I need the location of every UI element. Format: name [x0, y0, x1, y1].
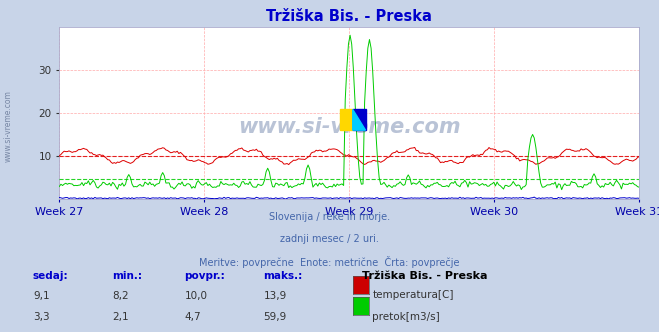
Text: 13,9: 13,9: [264, 290, 287, 300]
Text: Meritve: povprečne  Enote: metrične  Črta: povprečje: Meritve: povprečne Enote: metrične Črta:…: [199, 256, 460, 268]
Text: 4,7: 4,7: [185, 312, 201, 322]
Text: 9,1: 9,1: [33, 290, 49, 300]
Text: zadnji mesec / 2 uri.: zadnji mesec / 2 uri.: [280, 234, 379, 244]
Text: sedaj:: sedaj:: [33, 271, 69, 281]
Text: maks.:: maks.:: [264, 271, 303, 281]
Text: povpr.:: povpr.:: [185, 271, 225, 281]
Text: Slovenija / reke in morje.: Slovenija / reke in morje.: [269, 212, 390, 222]
Text: 2,1: 2,1: [112, 312, 129, 322]
Text: 59,9: 59,9: [264, 312, 287, 322]
Text: temperatura[C]: temperatura[C]: [372, 290, 454, 300]
Bar: [353, 110, 366, 130]
Text: pretok[m3/s]: pretok[m3/s]: [372, 312, 440, 322]
Polygon shape: [353, 110, 366, 130]
Text: min.:: min.:: [112, 271, 142, 281]
Text: 3,3: 3,3: [33, 312, 49, 322]
Text: www.si-vreme.com: www.si-vreme.com: [3, 90, 13, 162]
Bar: [340, 110, 353, 130]
Text: www.si-vreme.com: www.si-vreme.com: [238, 117, 461, 137]
Title: Tržiška Bis. - Preska: Tržiška Bis. - Preska: [266, 9, 432, 24]
Text: 8,2: 8,2: [112, 290, 129, 300]
Text: Tržiška Bis. - Preska: Tržiška Bis. - Preska: [362, 271, 488, 281]
Text: 10,0: 10,0: [185, 290, 208, 300]
